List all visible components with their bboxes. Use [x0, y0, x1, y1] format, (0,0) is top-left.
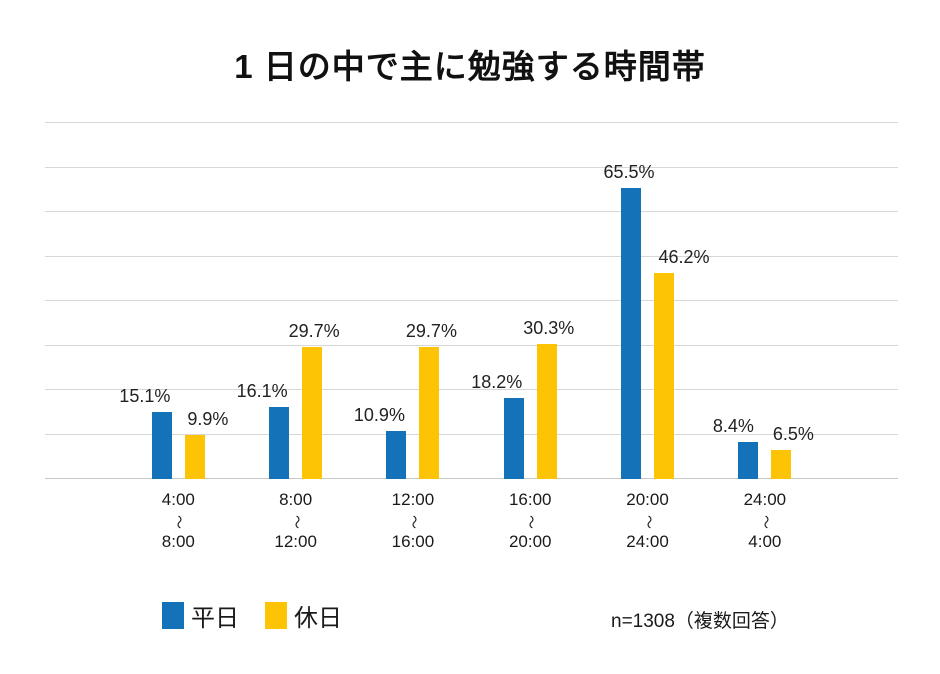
bar-holiday-0 [184, 434, 205, 479]
sample-note: n=1308（複数回答） [611, 611, 789, 632]
bar-weekday-1 [269, 407, 290, 479]
x-axis-time-to: 12:00 [274, 532, 317, 551]
gridline [45, 389, 898, 390]
x-axis-label-12:00-16:00: 12:00 〜 16:00 [354, 489, 471, 552]
wave-dash: 〜 [640, 515, 657, 529]
x-axis-time-from: 8:00 [279, 490, 313, 509]
bar-holiday-3 [536, 344, 557, 479]
bar-group-8:00-12:00: 16.1% 29.7% [237, 123, 354, 479]
x-axis-time-from: 24:00 [743, 490, 787, 509]
wave-dash: 〜 [405, 515, 422, 529]
legend-label: 平日 [191, 605, 239, 632]
wave-dash: 〜 [523, 515, 540, 529]
bar-value-label: 65.5% [603, 161, 655, 182]
bar-value-label: 6.5% [772, 424, 814, 445]
barwrap-平日-5: 8.4% [713, 416, 759, 479]
barwrap-休日-5: 6.5% [771, 424, 814, 479]
gridline [45, 344, 898, 346]
bar-group-12:00-16:00: 10.9% 29.7% [354, 123, 471, 479]
barwrap-平日-0: 15.1% [119, 386, 172, 479]
bar-value-label: 46.2% [658, 247, 710, 268]
bar-weekday-4 [621, 187, 642, 479]
bar-weekday-3 [503, 398, 524, 479]
legend-label: 休日 [294, 605, 342, 632]
x-axis-time-to: 20:00 [508, 532, 552, 551]
bar-weekday-2 [386, 430, 407, 479]
x-axis-time-from: 20:00 [626, 490, 669, 509]
barwrap-平日-4: 65.5% [604, 162, 655, 479]
barwrap-平日-3: 18.2% [471, 372, 524, 479]
bar-group-4:00-8:00: 15.1% 9.9% [119, 123, 237, 479]
barwrap-休日-1: 29.7% [289, 321, 340, 479]
bar-value-label: 29.7% [405, 320, 457, 341]
gridline [45, 166, 898, 168]
x-axis-time-to: 4:00 [748, 532, 782, 551]
bar-weekday-5 [738, 441, 759, 479]
x-axis-label-24:00-4:00: 24:00 〜 4:00 [706, 489, 823, 552]
bar-value-label: 8.4% [712, 415, 754, 436]
x-axis-baseline [45, 478, 898, 479]
bar-holiday-5 [771, 450, 792, 479]
bar-value-label: 29.7% [288, 320, 340, 341]
gridline [45, 255, 898, 257]
bar-value-label: 10.9% [353, 404, 405, 425]
legend-swatch-weekday [162, 602, 184, 629]
x-axis-time-from: 4:00 [161, 490, 195, 509]
barwrap-休日-4: 46.2% [654, 247, 710, 479]
x-axis-label-4:00-8:00: 4:00 〜 8:00 [120, 489, 237, 552]
legend-swatch-holiday [265, 602, 287, 629]
x-axis-time-to: 16:00 [391, 532, 435, 551]
x-axis-label-8:00-12:00: 8:00 〜 12:00 [237, 489, 354, 552]
x-axis-time-to: 24:00 [626, 532, 669, 551]
bar-group-20:00-24:00: 65.5% 46.2% [589, 123, 710, 479]
bar-group-24:00-4:00: 8.4% 6.5% [706, 123, 823, 479]
x-axis-time-from: 16:00 [508, 490, 552, 509]
gridline [45, 122, 898, 123]
bar-weekday-0 [151, 411, 172, 479]
bar-holiday-2 [419, 346, 440, 479]
bar-group-16:00-20:00: 18.2% 30.3% [471, 123, 589, 479]
barwrap-休日-2: 29.7% [406, 321, 457, 479]
legend-item-holiday: 休日 [265, 598, 342, 633]
bar-value-label: 18.2% [471, 372, 523, 393]
barwrap-休日-3: 30.3% [523, 318, 574, 479]
x-axis: 4:00 〜 8:00 8:00 〜 12:00 12:00 〜 16:00 16:00 〜 20:0… [45, 489, 898, 579]
plot-area: 15.1% 9.9% 16.1% 29.7% 10.9% 29.7% 18.2% 30.3% 6… [45, 122, 898, 479]
gridline [45, 433, 898, 435]
bar-holiday-1 [302, 346, 323, 479]
wave-dash: 〜 [288, 515, 305, 529]
bar-holiday-4 [654, 273, 675, 479]
barwrap-休日-0: 9.9% [184, 409, 228, 479]
bar-value-label: 9.9% [187, 408, 229, 429]
bar-value-label: 30.3% [523, 318, 575, 339]
legend-item-weekday: 平日 [162, 598, 239, 633]
x-axis-label-16:00-20:00: 16:00 〜 20:00 [472, 489, 589, 552]
x-axis-time-from: 12:00 [391, 490, 435, 509]
barwrap-平日-1: 16.1% [237, 381, 290, 479]
bar-value-label: 16.1% [236, 381, 288, 402]
chart-title: 1 日の中で主に勉強する時間帯 [234, 48, 706, 85]
wave-dash: 〜 [171, 515, 188, 529]
wave-dash: 〜 [757, 515, 774, 529]
legend: 平日 休日 [162, 598, 342, 633]
x-axis-time-to: 8:00 [161, 532, 195, 551]
x-axis-label-20:00-24:00: 20:00 〜 24:00 [589, 489, 706, 552]
barwrap-平日-2: 10.9% [354, 405, 407, 479]
bar-value-label: 15.1% [119, 385, 171, 406]
gridline [45, 211, 898, 212]
gridline [45, 300, 898, 301]
